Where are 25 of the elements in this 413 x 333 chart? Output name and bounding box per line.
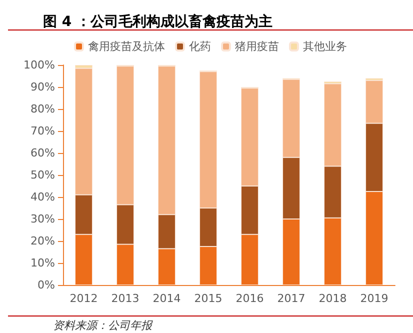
x-tick-label: 2018 — [318, 292, 347, 305]
y-tick-label: 70% — [30, 124, 55, 138]
y-tick-label: 90% — [30, 80, 55, 94]
text: 资料来源：公司年报 — [53, 319, 153, 332]
y-tick-label: 80% — [30, 102, 55, 116]
x-tick-label: 2013 — [111, 292, 140, 305]
legend-label: 其他业务 — [303, 40, 347, 53]
y-tick-label: 60% — [30, 146, 55, 160]
y-tick-label: 20% — [30, 234, 55, 248]
x-tick-label: 2012 — [70, 292, 98, 305]
y-tick-label: 40% — [30, 190, 55, 204]
x-tick-label: 2016 — [236, 292, 264, 305]
y-tick-label: 30% — [30, 212, 55, 226]
x-tick-label: 2019 — [360, 292, 388, 305]
y-tick-label: 0% — [38, 278, 55, 292]
legend-label: 化药 — [189, 40, 211, 53]
x-tick-label: 2015 — [194, 292, 222, 305]
legend-label: 猪用疫苗 — [235, 40, 279, 53]
x-tick-label: 2014 — [152, 292, 181, 305]
chart-title: 图 4 ：公司毛利构成以畜禽疫苗为主 — [43, 13, 272, 30]
x-tick-label: 2017 — [277, 292, 306, 305]
y-tick-label: 10% — [30, 256, 55, 270]
y-tick-label: 50% — [30, 168, 55, 182]
legend-label: 禽用疫苗及抗体 — [88, 40, 165, 53]
y-tick-label: 100% — [24, 58, 55, 72]
